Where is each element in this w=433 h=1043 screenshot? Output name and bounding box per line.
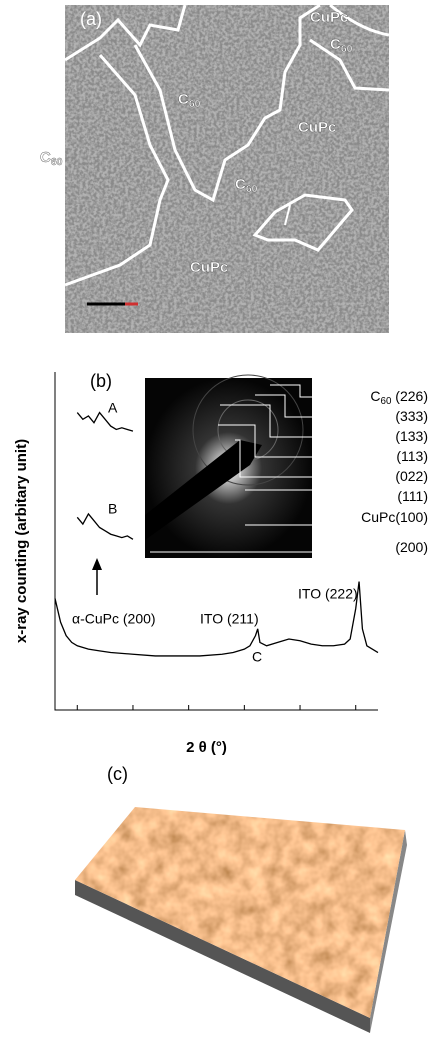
region-label-text: CuPc <box>298 119 336 136</box>
saed-pattern <box>145 374 325 558</box>
region-label-text: C <box>178 91 189 108</box>
diffraction-label-text: (200) <box>395 539 428 555</box>
region-label-text: C <box>40 149 51 166</box>
region-label: C60 <box>178 91 201 110</box>
diffraction-label-text: (022) <box>395 468 428 484</box>
axis-frame <box>54 372 378 711</box>
arrow-head <box>92 558 102 570</box>
x-axis-label: 2 θ (°) <box>186 739 227 756</box>
diffraction-label: (200) <box>395 539 428 555</box>
data-line <box>54 581 379 657</box>
annotation: C <box>252 649 262 665</box>
region-label: CuPc <box>310 9 348 26</box>
annotation: ITO (211) <box>200 611 259 627</box>
diffraction-label: (022) <box>395 468 428 484</box>
diffraction-label: (113) <box>396 448 428 464</box>
region-label: C60 <box>235 176 258 195</box>
region-label: CuPc <box>190 259 228 276</box>
region-label-sub: 60 <box>189 98 201 110</box>
y-axis-label: x-ray counting (arbitary unit) <box>13 439 30 643</box>
panel-label: (a) <box>80 9 102 29</box>
region-label-sub: 60 <box>51 156 63 168</box>
region-label-text: CuPc <box>310 9 348 26</box>
data-line <box>76 512 134 540</box>
region-label-text: C <box>235 176 246 193</box>
region-label: C60 <box>40 149 63 168</box>
diffraction-label-text: CuPc(100) <box>361 509 428 525</box>
diffraction-label: (333) <box>395 408 428 424</box>
region-label-sub: 60 <box>341 43 353 55</box>
region-label-text: C <box>330 36 341 53</box>
diffraction-label-sub: 60 <box>381 396 392 407</box>
afm-surface <box>75 807 407 1033</box>
diffraction-label: (133) <box>395 428 428 444</box>
region-label-text: CuPc <box>190 259 228 276</box>
diffraction-label-text: (111) <box>397 488 428 504</box>
diffraction-label-text: (333) <box>395 408 428 424</box>
panel-label: (b) <box>90 371 112 391</box>
region-label-sub: 60 <box>246 183 258 195</box>
panel-label: (c) <box>107 764 128 784</box>
series-label: A <box>108 399 118 415</box>
diffraction-label-text: (113) <box>396 448 428 464</box>
series-label: B <box>108 501 117 517</box>
annotation: α-CuPc (200) <box>72 611 156 627</box>
diffraction-label: CuPc(100) <box>361 509 428 525</box>
diffraction-label-text: (133) <box>395 428 428 444</box>
diffraction-label-text: C <box>370 388 380 404</box>
diffraction-label: C60 (226) <box>370 388 428 407</box>
annotation: ITO (222) <box>298 586 358 602</box>
diffraction-label-tail: (226) <box>391 388 428 404</box>
data-line <box>76 411 134 432</box>
region-label: CuPc <box>298 119 336 136</box>
tem-image <box>65 5 389 333</box>
region-label: C60 <box>330 36 353 55</box>
diffraction-label: (111) <box>397 488 428 504</box>
